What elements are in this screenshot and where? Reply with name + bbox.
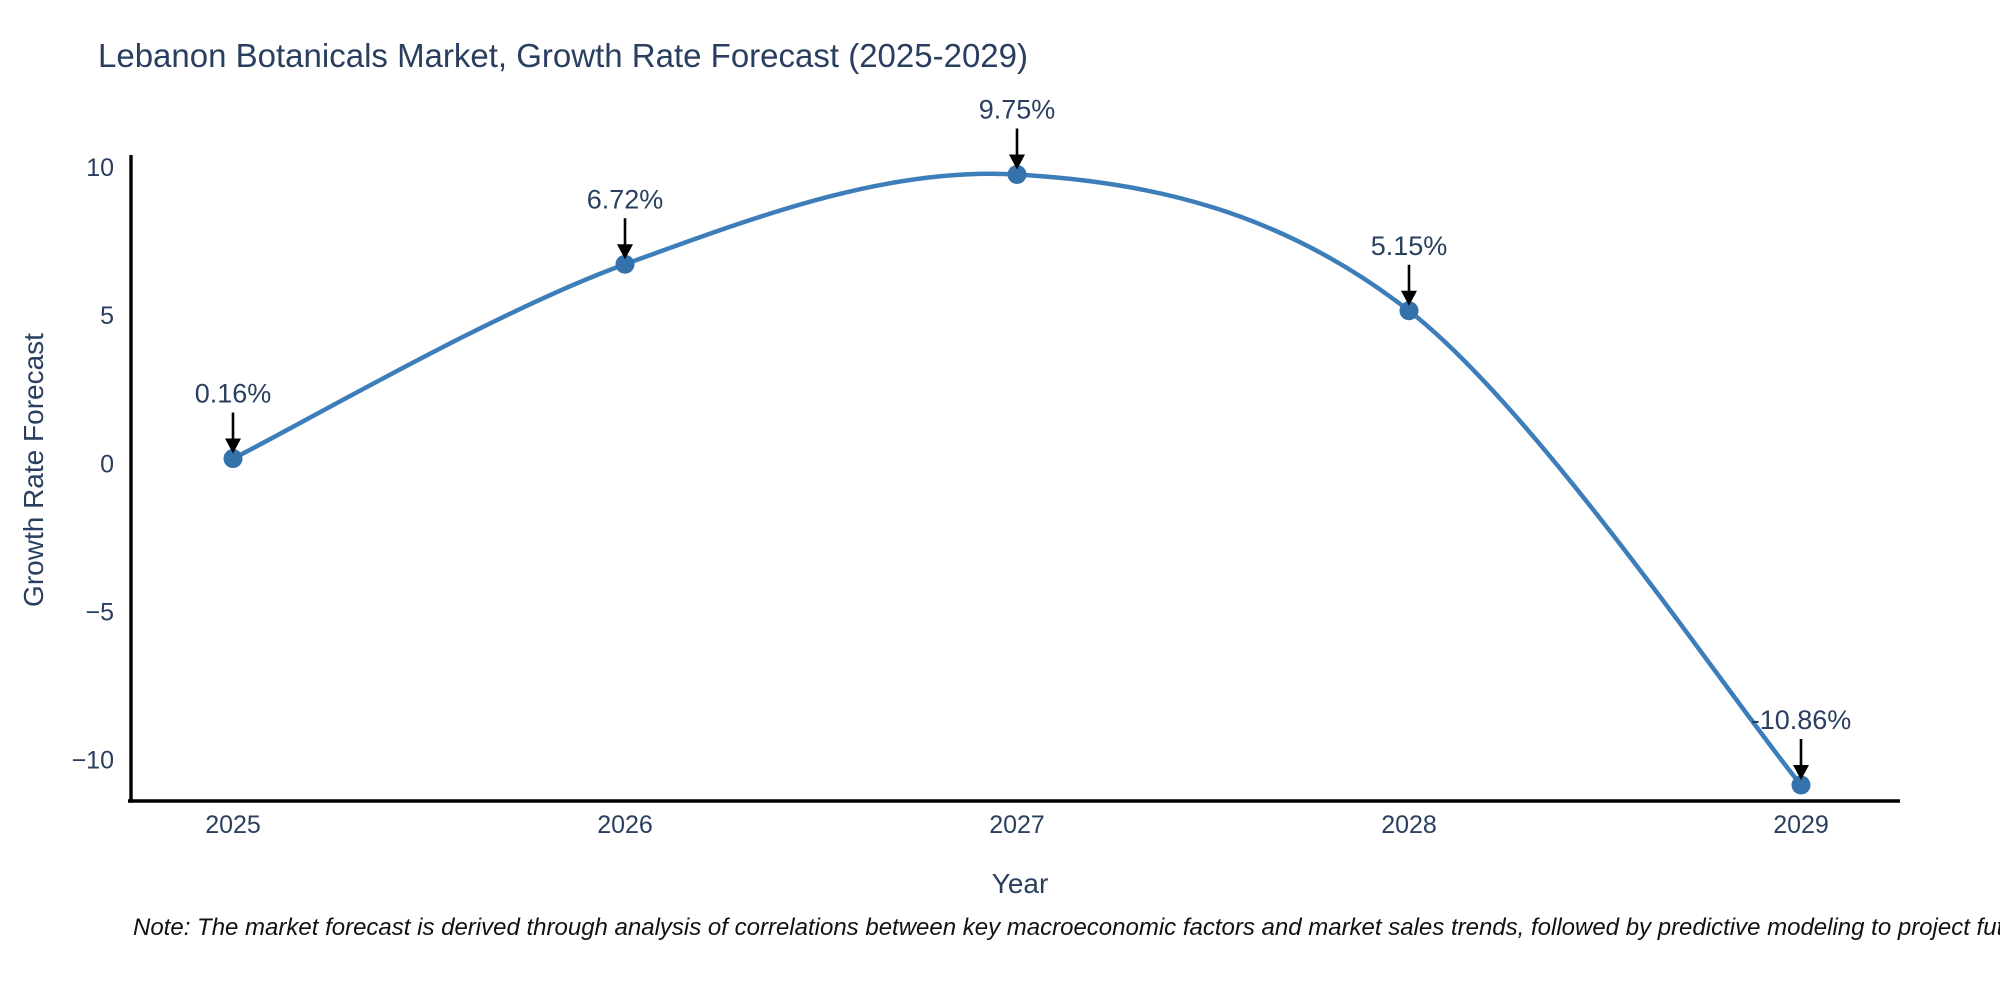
annotation-arrowhead-icon: [617, 244, 633, 260]
y-axis-title: Growth Rate Forecast: [18, 333, 49, 607]
data-point-marker[interactable]: [615, 254, 635, 274]
footnote: Note: The market forecast is derived thr…: [133, 914, 2000, 941]
y-tick-label: −10: [72, 747, 114, 775]
x-tick-label: 2027: [989, 811, 1045, 839]
data-point-marker[interactable]: [1399, 301, 1419, 321]
point-annotation-label: 5.15%: [1371, 231, 1448, 261]
x-tick-label: 2025: [205, 811, 261, 839]
x-tick-label: 2029: [1773, 811, 1829, 839]
point-annotation-label: -10.86%: [1751, 705, 1852, 735]
point-annotation-label: 6.72%: [587, 184, 664, 214]
data-point-marker[interactable]: [1007, 165, 1027, 185]
x-tick-label: 2028: [1381, 811, 1437, 839]
x-tick-label: 2026: [597, 811, 653, 839]
chart-title: Lebanon Botanicals Market, Growth Rate F…: [98, 37, 1028, 74]
y-tick-label: 10: [86, 154, 114, 182]
forecast-line: [230, 171, 1804, 788]
y-tick-label: −5: [85, 598, 114, 626]
y-tick-label: 0: [100, 450, 114, 478]
data-point-marker[interactable]: [1791, 775, 1811, 795]
annotation-arrowhead-icon: [1401, 290, 1417, 306]
point-annotation-label: 0.16%: [195, 379, 272, 409]
x-axis-title: Year: [991, 868, 1049, 899]
y-tick-label: 5: [100, 302, 114, 330]
annotation-arrowhead-icon: [1009, 154, 1025, 170]
annotation-arrowhead-icon: [225, 438, 241, 454]
annotation-arrowhead-icon: [1793, 764, 1809, 780]
data-point-marker[interactable]: [223, 449, 243, 469]
point-annotation-label: 9.75%: [979, 95, 1056, 125]
